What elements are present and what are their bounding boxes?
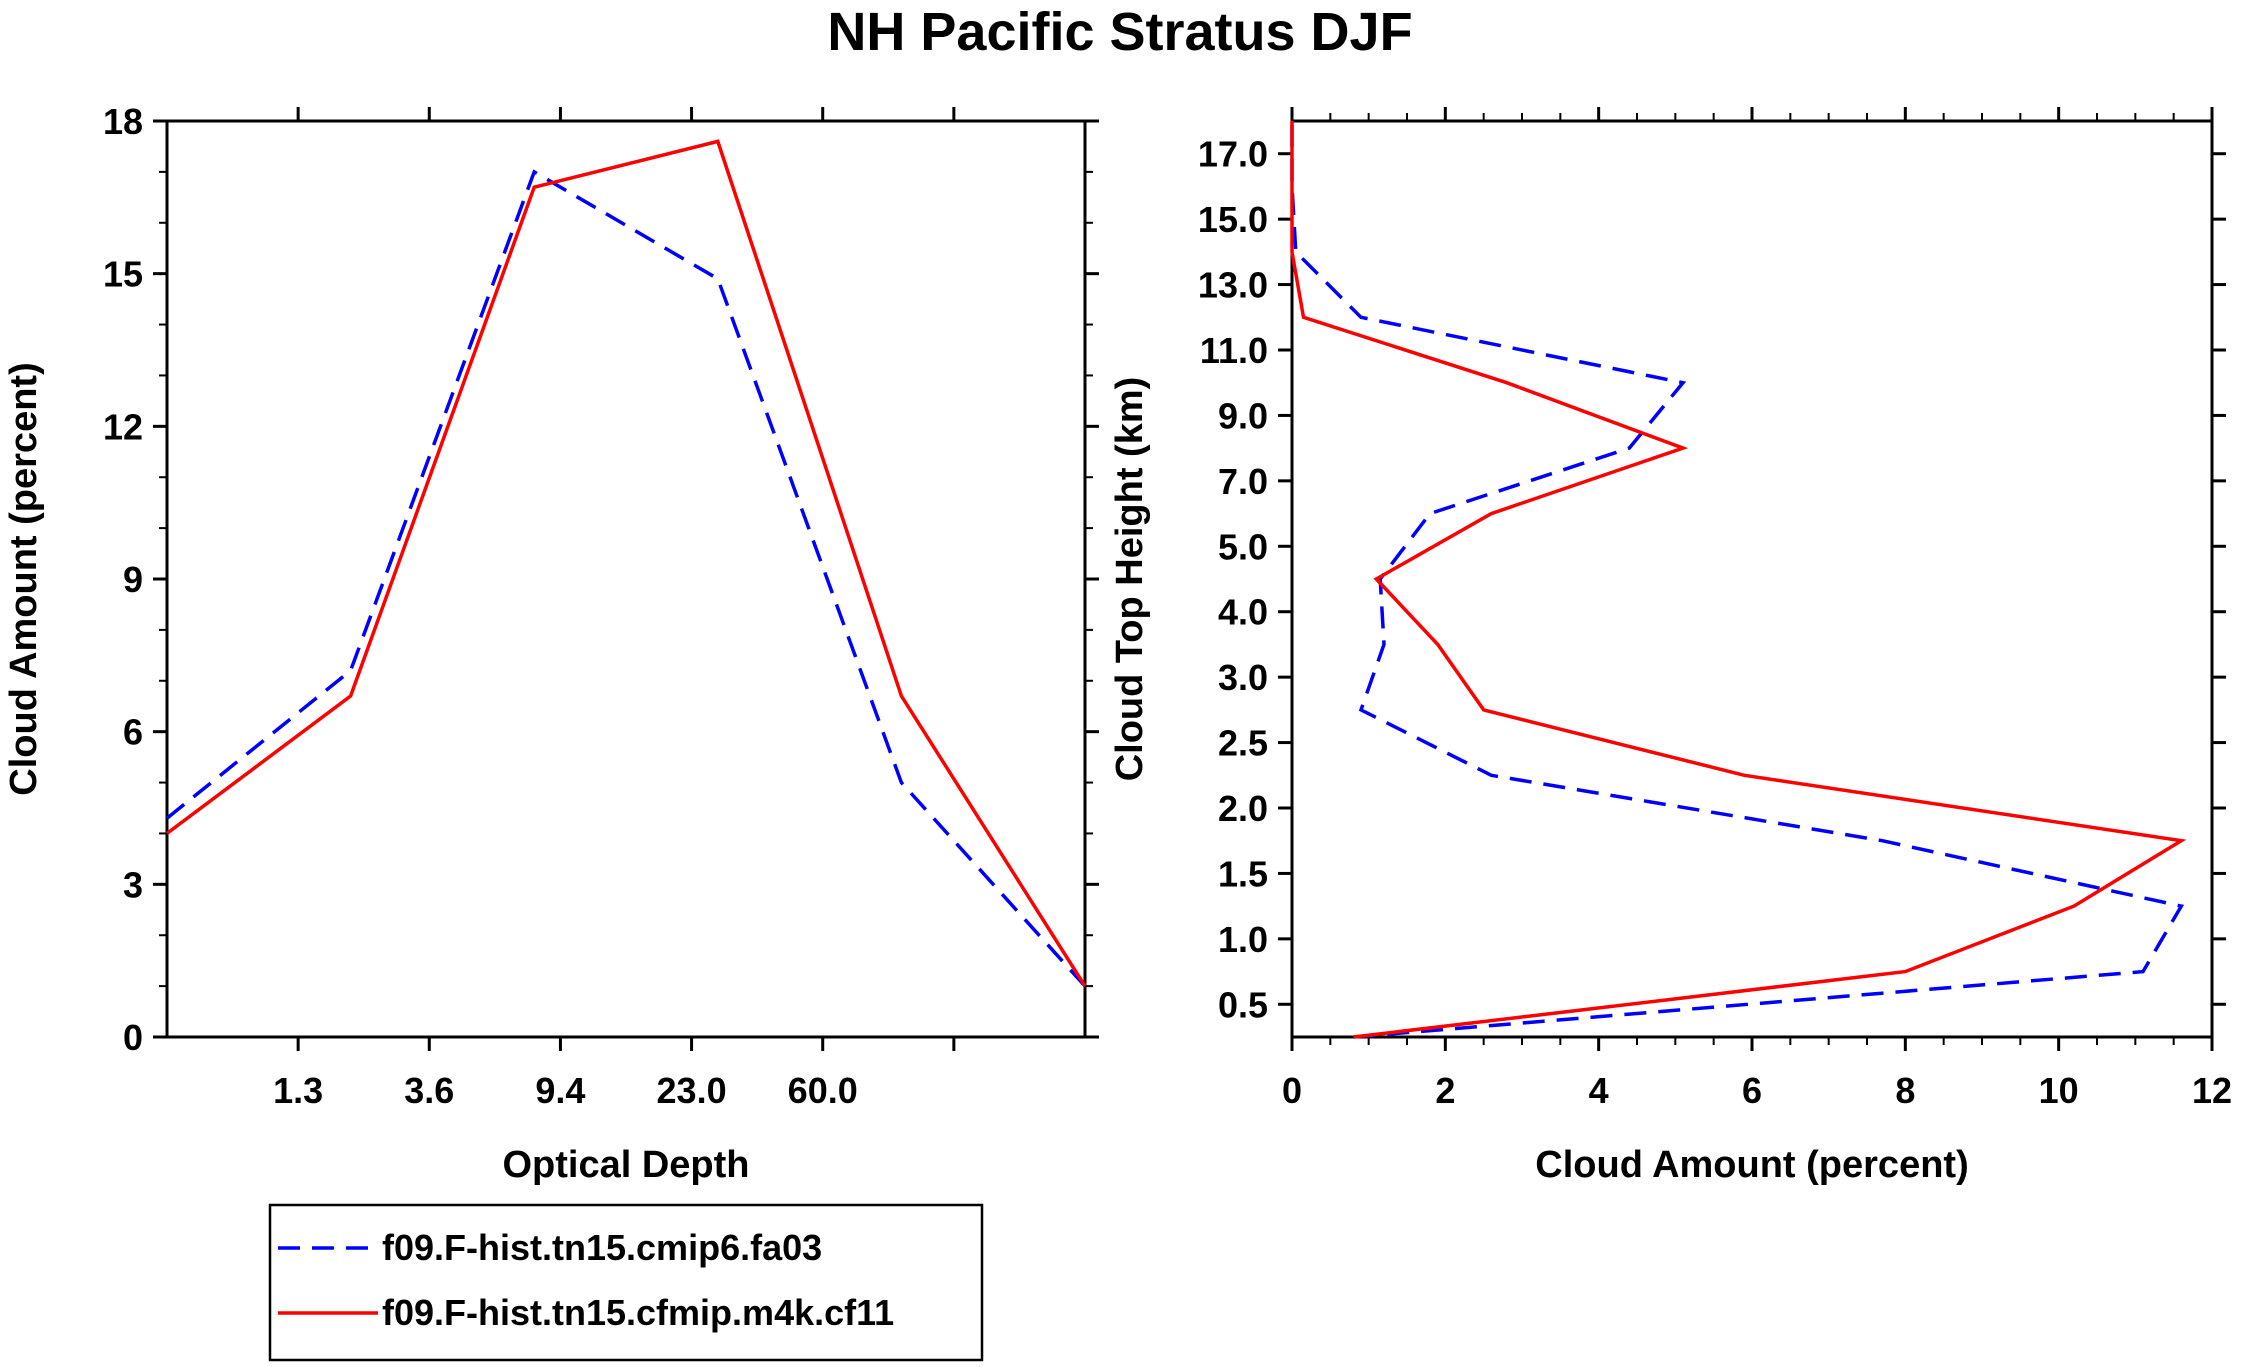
right-plot-cloud-top-height: 0.5 1.0 1.5 2.0 2.5 3.0 4.0 5.0 7.0 9.0 11.0 13.0 15…	[1109, 107, 2232, 1186]
right-ytick-label: 0.5	[1218, 984, 1268, 1025]
right-ytick-label: 2.0	[1218, 788, 1268, 829]
right-xtick-label: 8	[1895, 1070, 1915, 1111]
legend-label-cmip6: f09.F-hist.tn15.cmip6.fa03	[382, 1227, 822, 1268]
left-xtick-label: 9.4	[535, 1070, 585, 1111]
right-ytick-label: 7.0	[1218, 461, 1268, 502]
left-ytick-label: 0	[123, 1017, 143, 1058]
right-ytick-label: 1.0	[1218, 919, 1268, 960]
right-series-cmip6	[1290, 121, 2185, 1039]
right-ytick-label: 15.0	[1198, 199, 1268, 240]
left-xtick-label: 3.6	[404, 1070, 454, 1111]
left-xtick-label: 23.0	[657, 1070, 727, 1111]
right-yaxis-title: Cloud Top Height (km)	[1109, 377, 1151, 782]
right-ytick-label: 17.0	[1198, 134, 1268, 175]
right-xtick-label: 12	[2192, 1070, 2232, 1111]
left-xaxis-title: Optical Depth	[502, 1144, 749, 1186]
right-ytick-label: 1.5	[1218, 853, 1268, 894]
left-xtick-label: 60.0	[788, 1070, 858, 1111]
right-ytick-label: 3.0	[1218, 657, 1268, 698]
left-plot-optical-depth: 0 3 6 9 12 15 18 1.3 3.6 9.4 23.0 60.0 Optical Depth…	[3, 101, 1099, 1186]
chart-title: NH Pacific Stratus DJF	[827, 2, 1412, 62]
left-ytick-label: 3	[123, 864, 143, 905]
right-ytick-label: 2.5	[1218, 723, 1268, 764]
right-ytick-label: 11.0	[1200, 330, 1268, 371]
right-ytick-label: 4.0	[1218, 592, 1268, 633]
left-ytick-label: 12	[103, 406, 143, 447]
legend: f09.F-hist.tn15.cmip6.fa03 f09.F-hist.tn…	[268, 1203, 984, 1362]
left-series-cmip6	[165, 169, 1087, 988]
left-ytick-label: 15	[103, 254, 143, 295]
right-plot-frame	[1290, 119, 2214, 1039]
legend-box	[268, 1203, 984, 1362]
right-series-cfmip	[1290, 121, 2187, 1039]
right-xtick-label: 0	[1282, 1070, 1302, 1111]
left-ytick-label: 6	[123, 712, 143, 753]
right-xtick-label: 10	[2039, 1070, 2079, 1111]
right-ytick-label: 9.0	[1218, 395, 1268, 436]
left-plot-frame	[165, 119, 1087, 1039]
right-ytick-label: 5.0	[1218, 526, 1268, 567]
right-ytick-label: 13.0	[1198, 265, 1268, 306]
right-xtick-label: 4	[1589, 1070, 1609, 1111]
left-series-cfmip	[165, 139, 1087, 988]
right-xtick-label: 2	[1435, 1070, 1455, 1111]
right-xtick-label: 6	[1742, 1070, 1762, 1111]
left-ytick-label: 9	[123, 559, 143, 600]
left-xtick-label: 1.3	[273, 1070, 323, 1111]
legend-label-cfmip: f09.F-hist.tn15.cfmip.m4k.cf11	[382, 1292, 894, 1333]
left-yaxis-title: Cloud Amount (percent)	[3, 362, 45, 795]
left-ytick-label: 18	[103, 101, 143, 142]
right-xaxis-title: Cloud Amount (percent)	[1535, 1144, 1968, 1186]
